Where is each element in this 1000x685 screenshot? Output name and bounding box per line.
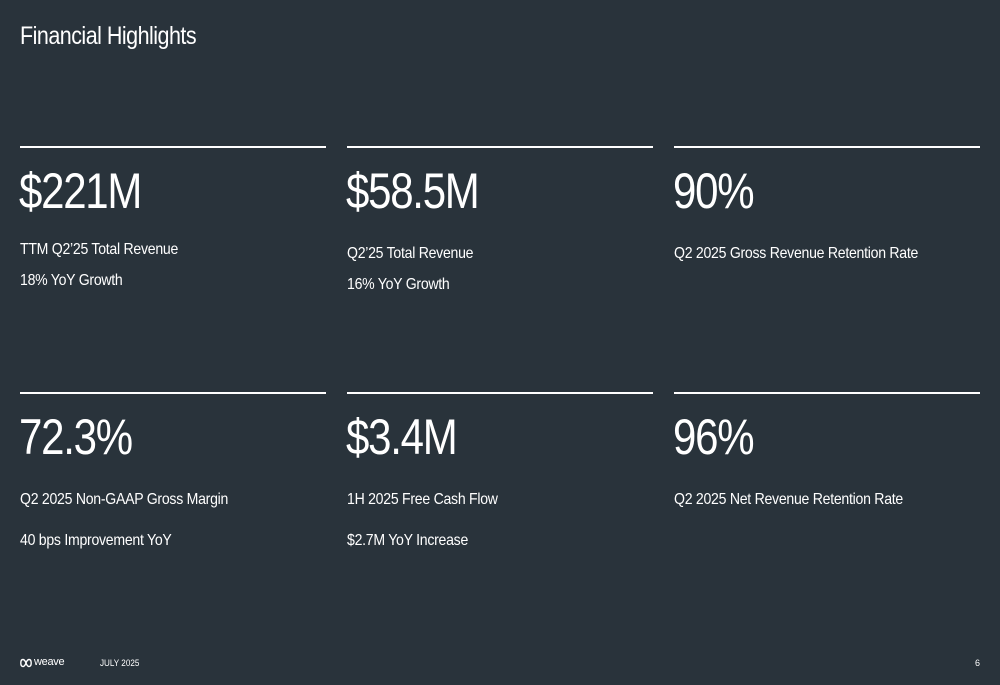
metric-label: TTM Q2’25 Total Revenue	[20, 241, 179, 258]
metric-divider	[347, 146, 653, 148]
slide-title: Financial Highlights	[20, 22, 197, 50]
metric-value: 96%	[673, 409, 755, 465]
metric-value: $58.5M	[346, 163, 480, 219]
metric-label: Q2 2025 Non-GAAP Gross Margin	[20, 491, 229, 508]
metric-gross-retention: 90% Q2 2025 Gross Revenue Retention Rate	[673, 146, 980, 262]
metric-sublabel: 18% YoY Growth	[20, 272, 123, 289]
metric-value: 72.3%	[19, 409, 133, 465]
metric-divider	[20, 392, 326, 394]
metric-sublabel: 16% YoY Growth	[347, 276, 450, 293]
metric-value: $3.4M	[346, 409, 458, 465]
metric-sublabel: $2.7M YoY Increase	[347, 532, 469, 549]
metric-divider	[347, 392, 653, 394]
metric-value: $221M	[19, 163, 142, 219]
metric-free-cash-flow: $3.4M 1H 2025 Free Cash Flow $2.7M YoY I…	[346, 392, 653, 549]
metric-ttm-revenue: $221M TTM Q2’25 Total Revenue 18% YoY Gr…	[19, 146, 326, 289]
metric-value: 90%	[673, 163, 755, 219]
metric-net-retention: 96% Q2 2025 Net Revenue Retention Rate	[673, 392, 980, 508]
footer-date: JULY 2025	[100, 658, 140, 668]
brand-name: weave	[34, 656, 65, 668]
metric-sublabel: 40 bps Improvement YoY	[20, 532, 172, 549]
metric-divider	[674, 392, 980, 394]
metric-gross-margin: 72.3% Q2 2025 Non-GAAP Gross Margin 40 b…	[19, 392, 326, 549]
page-number: 6	[974, 658, 980, 668]
metric-divider	[674, 146, 980, 148]
metric-label: Q2’25 Total Revenue	[347, 245, 474, 262]
weave-logo-icon	[20, 658, 32, 668]
metric-divider	[20, 146, 326, 148]
metric-label: 1H 2025 Free Cash Flow	[347, 491, 498, 508]
metric-quarter-revenue: $58.5M Q2’25 Total Revenue 16% YoY Growt…	[346, 146, 653, 293]
metric-label: Q2 2025 Net Revenue Retention Rate	[674, 491, 903, 508]
footer-logo: weave	[20, 656, 65, 668]
metric-label: Q2 2025 Gross Revenue Retention Rate	[674, 245, 919, 262]
